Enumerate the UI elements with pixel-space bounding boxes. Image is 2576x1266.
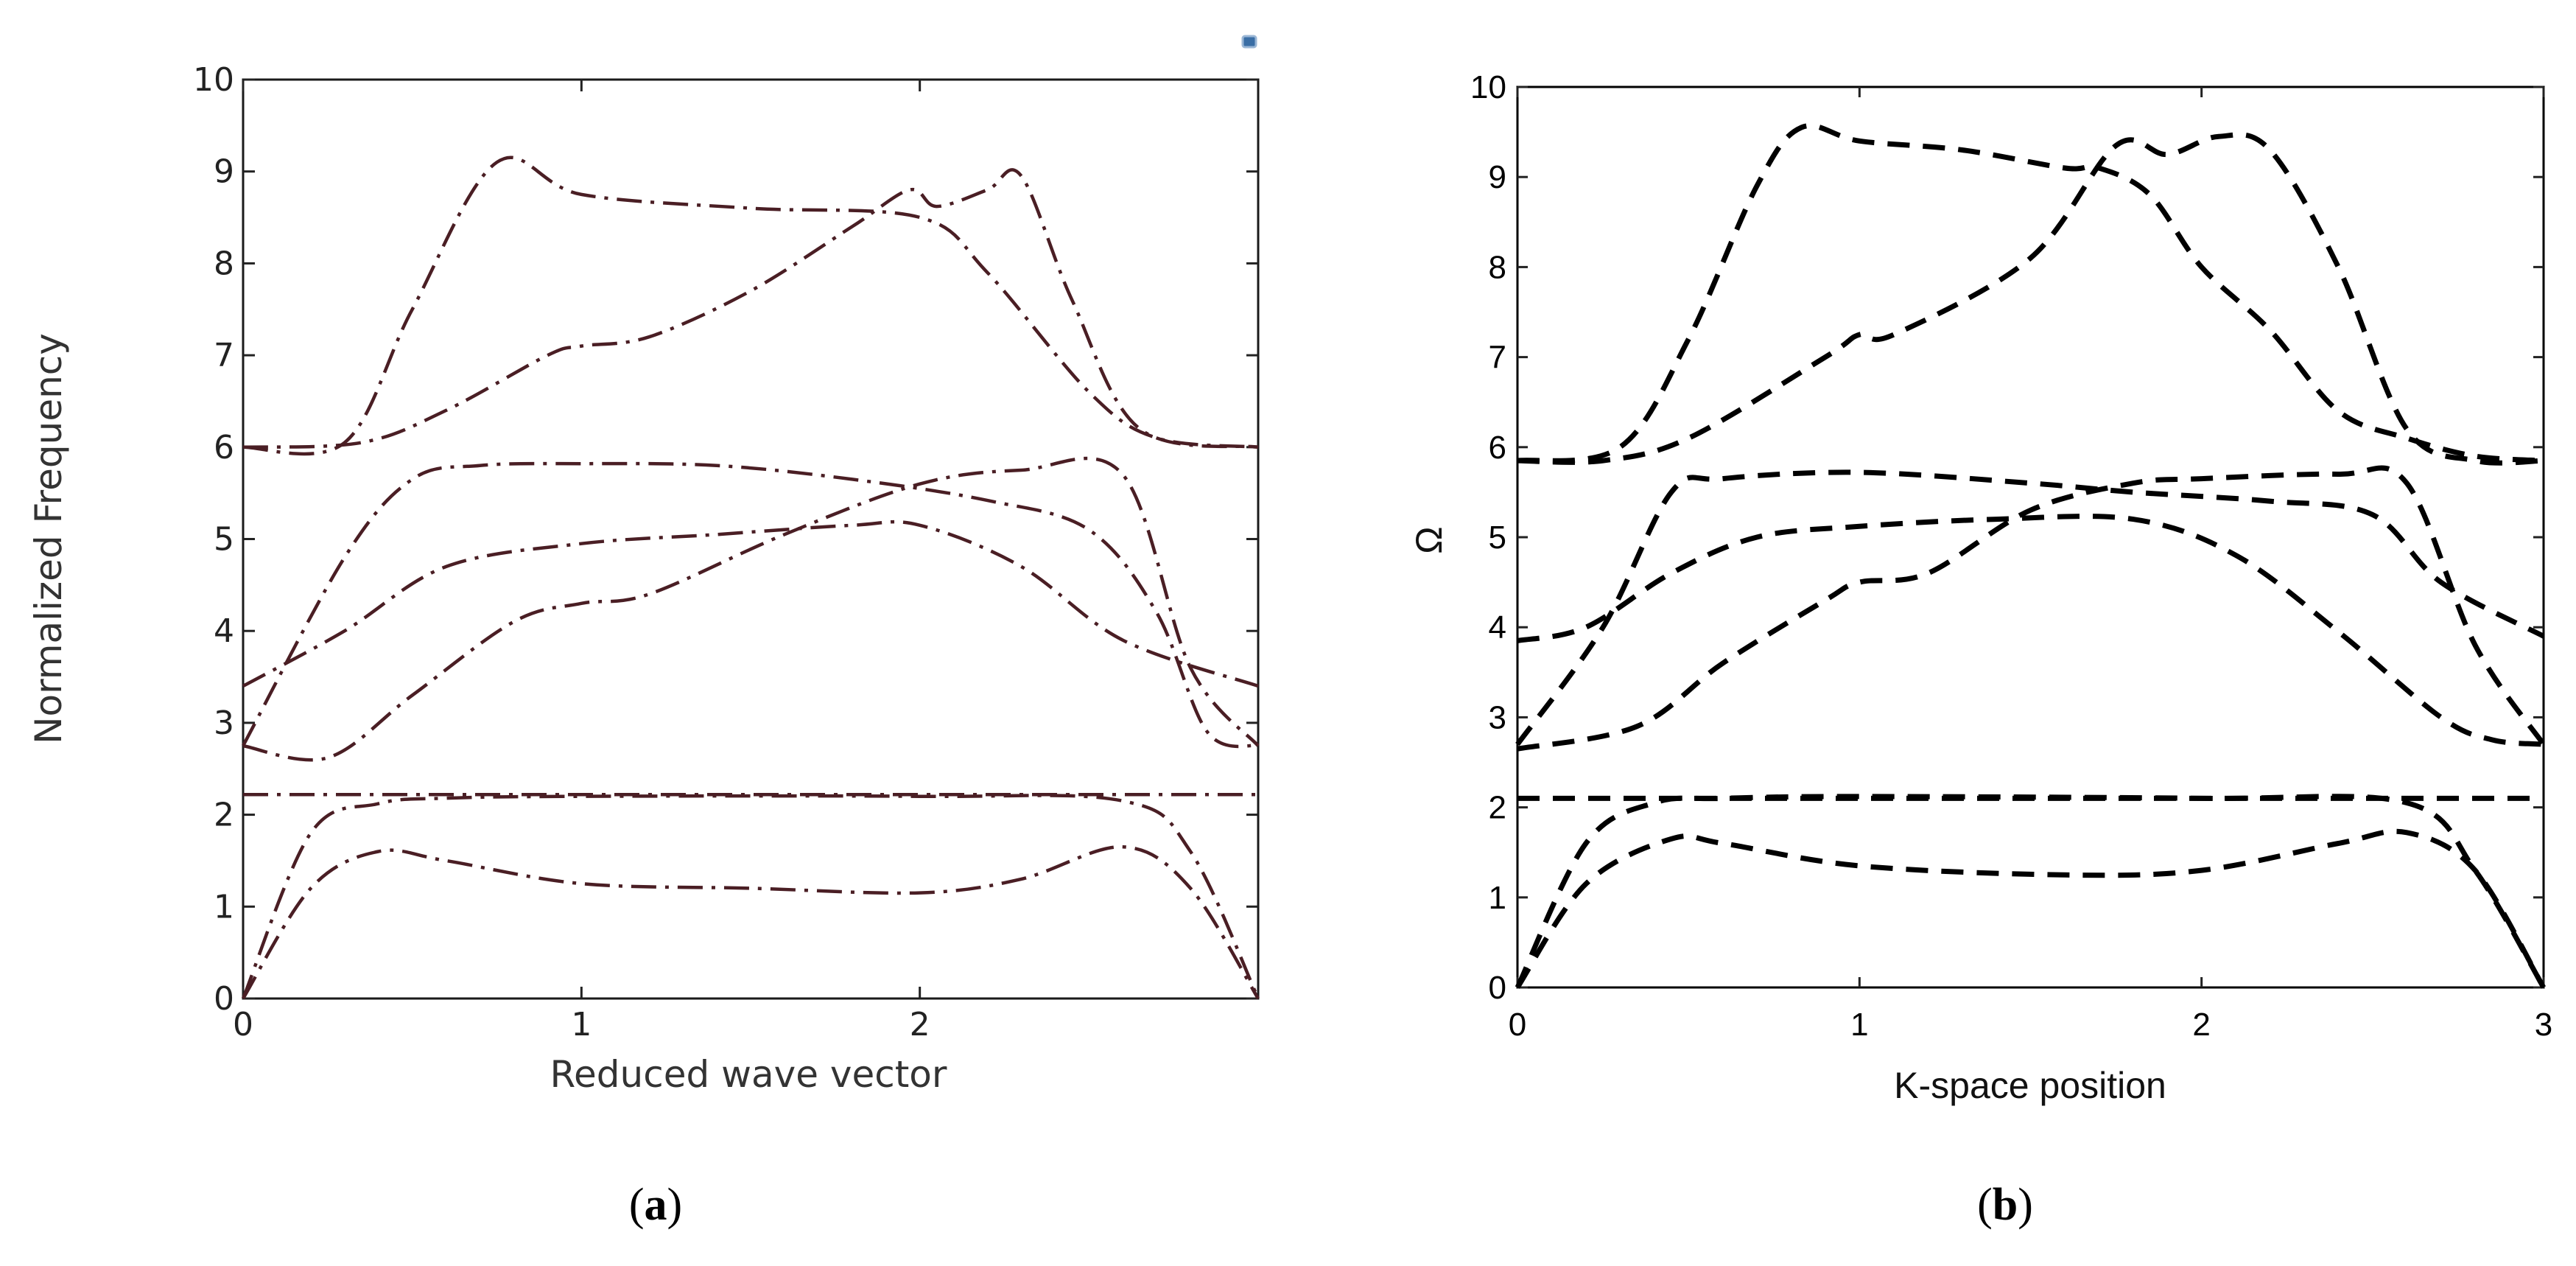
decorative-square-icon <box>1241 35 1257 49</box>
panel-a-y-tick-label: 9 <box>214 153 234 191</box>
panel-a-y-tick-label: 8 <box>214 245 234 282</box>
panel-a-x-tick-label: 0 <box>233 1006 253 1043</box>
panel-a-series <box>241 155 1260 1000</box>
panel-a-series-4 <box>242 456 1260 762</box>
panel-a-y-tick-label: 1 <box>214 888 234 926</box>
panel-b-y-tick-label: 8 <box>1489 249 1506 285</box>
panel-b-x-tick-label: 3 <box>2535 1007 2552 1043</box>
panel-b: 0 1 2 3 4 5 6 7 8 9 10 0 1 2 3 K-space position Ω (b) <box>1408 69 2552 1230</box>
panel-a-y-tick-label: 7 <box>214 337 234 374</box>
panel-a-x-axis-label: Reduced wave vector <box>550 1053 947 1096</box>
panel-b-x-tick-label: 1 <box>1850 1007 1868 1043</box>
panel-b-y-tick-label: 0 <box>1489 970 1506 1006</box>
panel-b-plot-frame <box>1516 85 2545 989</box>
panel-a-series-1 <box>242 844 1260 1000</box>
panel-b-caption-letter: b <box>1993 1180 2018 1230</box>
panel-b-y-tick-label: 7 <box>1489 340 1506 376</box>
panel-a-caption: (a) <box>629 1180 682 1230</box>
panel-b-x-tick-label: 2 <box>2192 1007 2210 1043</box>
panel-b-x-tick-label: 0 <box>1509 1007 1526 1043</box>
panel-a-caption-letter: a <box>645 1180 667 1230</box>
panel-b-y-tick-label: 2 <box>1489 790 1506 826</box>
panel-b-caption: (b) <box>1977 1180 2033 1230</box>
panel-a-series-8 <box>242 155 1259 456</box>
panel-a-y-tick-label: 6 <box>214 429 234 466</box>
panel-a-series-5 <box>242 461 1259 749</box>
panel-b-y-tick-label: 10 <box>1470 69 1506 105</box>
panel-b-series-5 <box>1515 469 2545 746</box>
panel-a-series-2 <box>241 794 1260 999</box>
panel-b-y-tick-label: 3 <box>1489 699 1506 735</box>
panel-a-y-ticks: 0 1 2 3 4 5 6 7 8 9 10 <box>193 61 1258 1018</box>
panel-b-series-7 <box>1517 132 2544 466</box>
panel-a-y-tick-label: 5 <box>214 521 234 559</box>
panel-a-series-7 <box>242 168 1259 450</box>
panel-b-series-4 <box>1517 465 2546 752</box>
panel-b-y-tick-label: 5 <box>1489 520 1506 556</box>
panel-a-series-6 <box>242 520 1259 688</box>
panel-b-series-1 <box>1515 828 2547 989</box>
panel-a-x-tick-label: 1 <box>571 1006 592 1043</box>
panel-b-series <box>1515 123 2547 989</box>
panel-b-series-2 <box>1515 794 2547 989</box>
panel-b-series-6 <box>1517 514 2544 747</box>
panel-a-y-tick-label: 10 <box>193 61 234 99</box>
panel-a-plot-frame <box>242 78 1260 1000</box>
panel-b-y-tick-label: 4 <box>1489 609 1506 646</box>
panel-a-y-axis-label: Normalized Frequency <box>27 333 70 744</box>
panel-a-x-tick-label: 2 <box>910 1006 930 1043</box>
panel-a-y-tick-label: 4 <box>214 612 234 650</box>
panel-a-x-ticks: 0 1 2 <box>233 80 930 1043</box>
panel-a-y-tick-label: 2 <box>214 797 234 834</box>
panel-b-y-tick-label: 1 <box>1489 880 1506 916</box>
panel-a: 0 1 2 3 4 5 6 7 8 9 10 0 1 2 Reduced wave vector Nor… <box>27 61 1260 1230</box>
panel-b-series-8 <box>1517 123 2544 464</box>
panel-b-x-ticks: 0 1 2 3 <box>1509 87 2552 1043</box>
panel-b-y-axis-label: Ω <box>1408 526 1450 553</box>
panel-b-y-ticks: 0 1 2 3 4 5 6 7 8 9 10 <box>1470 69 2544 1006</box>
panel-a-y-tick-label: 3 <box>214 704 234 742</box>
panel-a-y-tick-label: 0 <box>214 980 234 1018</box>
panel-b-y-tick-label: 9 <box>1489 159 1506 195</box>
panel-b-x-axis-label: K-space position <box>1894 1065 2166 1106</box>
panel-b-y-tick-label: 6 <box>1489 430 1506 466</box>
